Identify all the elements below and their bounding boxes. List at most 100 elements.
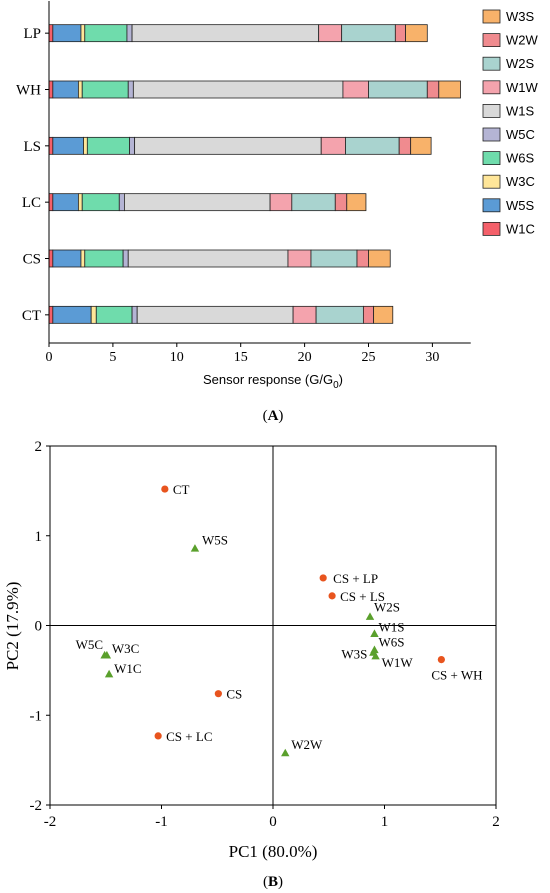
y-tick-label: 2 [35,439,43,455]
x-tick-label: 5 [109,350,116,365]
bar-segment-w3c [77,80,83,99]
bar-segment-w1c [48,24,54,43]
x-tick-label: -1 [155,814,168,830]
bar-segment-w5c [131,305,138,324]
panel-b-letter: B [268,874,278,890]
bar-wh [48,80,461,99]
sensor-point-w1w [371,651,380,660]
legend-swatch-w5s [482,198,501,213]
y-tick-label: -1 [30,708,43,724]
x-tick-label: 0 [46,350,53,365]
y-axis-title: PC2 (17.9%) [3,582,22,671]
panel-b-caption: (B) [263,874,283,890]
pca-scatter-plot: -2 -1 0 1 2 -2 -1 0 1 2 CT CS + LP CS + LS CS CS + LC… [3,439,500,890]
bar-segment-w6s [84,249,124,268]
legend-label-w5c: W5C [506,127,535,142]
bar-segment-w2w [394,24,406,43]
point-label-cs-wh: CS + WH [431,668,482,683]
bar-segment-w1s [124,193,271,212]
bar-segment-w2s [291,193,336,212]
point-label-w3c: W3C [112,641,139,656]
bar-segment-w1w [320,136,346,155]
x-tick-label: 0 [269,814,277,830]
x-axis-title: Sensor response (G/G0) [203,372,343,391]
sensor-point-w2s [365,612,375,620]
sensor-point-w1s [370,629,379,637]
sample-point-cs [214,690,222,698]
legend-label-w3s: W3S [506,9,535,24]
bar-segment-w3c [80,249,86,268]
x-tick-label: 15 [234,350,248,365]
bar-segment-w3s [405,24,428,43]
x-tick-label: 20 [298,350,312,365]
bar-segment-w3s [410,136,432,155]
bar-segment-w2w [362,305,375,324]
x-tick-label: -2 [44,814,57,830]
x-tick-label: 30 [425,350,439,365]
sample-point-cs-wh [437,656,445,664]
y-tick-label: CS [23,252,41,268]
legend-swatch-w1w [482,80,501,95]
bar-segment-w2s [345,136,400,155]
point-label-w2s: W2S [374,600,400,615]
x-axis-title-main: Sensor response (G/G [203,372,333,387]
y-tick-label: 0 [35,619,43,635]
legend-label-w2s: W2S [506,56,535,71]
point-label-w1c: W1C [114,661,141,676]
point-label-cs-lc: CS + LC [166,729,212,744]
panel-a-letter: A [268,408,279,424]
bar-segment-w6s [84,24,128,43]
legend-label-w1s: W1S [506,103,535,118]
bar-segment-w5c [127,80,134,99]
bar-segment-w3c [80,24,86,43]
legend-swatch-w2s [482,56,501,71]
sensor-point-w2w [281,748,290,757]
bar-segment-w5s [52,193,79,212]
bar-segment-w3s [346,193,367,212]
legend-swatch-w3c [482,174,501,189]
point-label-cs-ls: CS + LS [340,589,385,604]
bar-segment-w1s [132,80,344,99]
bar-segment-w2w [398,136,412,155]
bar-segment-w5s [52,24,82,43]
point-label-w3s: W3S [341,646,367,661]
bar-segment-w6s [81,80,129,99]
bar-segment-w1c [48,80,54,99]
bar-segment-w1c [48,305,54,324]
bar-segment-w2s [310,249,358,268]
bar-segment-w3c [90,305,97,324]
legend-label-w1w: W1W [506,80,539,95]
legend-swatch-w2w [482,33,501,47]
point-label-cs-lp: CS + LP [333,571,378,586]
sensor-point-w3c [102,650,112,659]
point-label-w2w: W2W [291,737,323,752]
x-tick-label: 1 [381,814,389,830]
bar-segment-w1c [48,249,54,268]
sensor-point-w5s [190,544,200,552]
bar-segment-w1s [131,24,320,43]
bar-segment-w3c [77,193,83,212]
bar-segment-w1c [48,136,54,155]
bar-lp [48,24,428,43]
point-label-w6s: W6S [378,635,404,650]
x-tick-label: 25 [362,350,376,365]
x-tick-label: 10 [170,350,184,365]
sample-point-cs-lc [154,732,162,740]
bar-segment-w1w [318,24,343,43]
bar-segment-w3c [83,136,88,155]
bar-segment-w6s [86,136,130,155]
bar-segment-w2w [334,193,348,212]
y-tick-label: 1 [35,529,43,545]
sample-point-cs-ls [328,592,336,600]
point-label-w5s: W5S [202,532,228,547]
point-label-w5c: W5C [76,637,103,652]
bar-segment-w2s [341,24,396,43]
legend-label-w2w: W2W [506,33,539,48]
stacked-bar-chart: LP WH LS LC CS CT 0 5 10 15 20 25 30 W3S W2W W2S W1W W1S… [16,1,539,424]
bar-segment-w1w [287,249,312,268]
bar-ct [48,305,394,324]
point-label-cs: CS [226,687,242,702]
bar-segment-w5c [126,24,133,43]
x-axis-title-end: ) [339,372,343,387]
